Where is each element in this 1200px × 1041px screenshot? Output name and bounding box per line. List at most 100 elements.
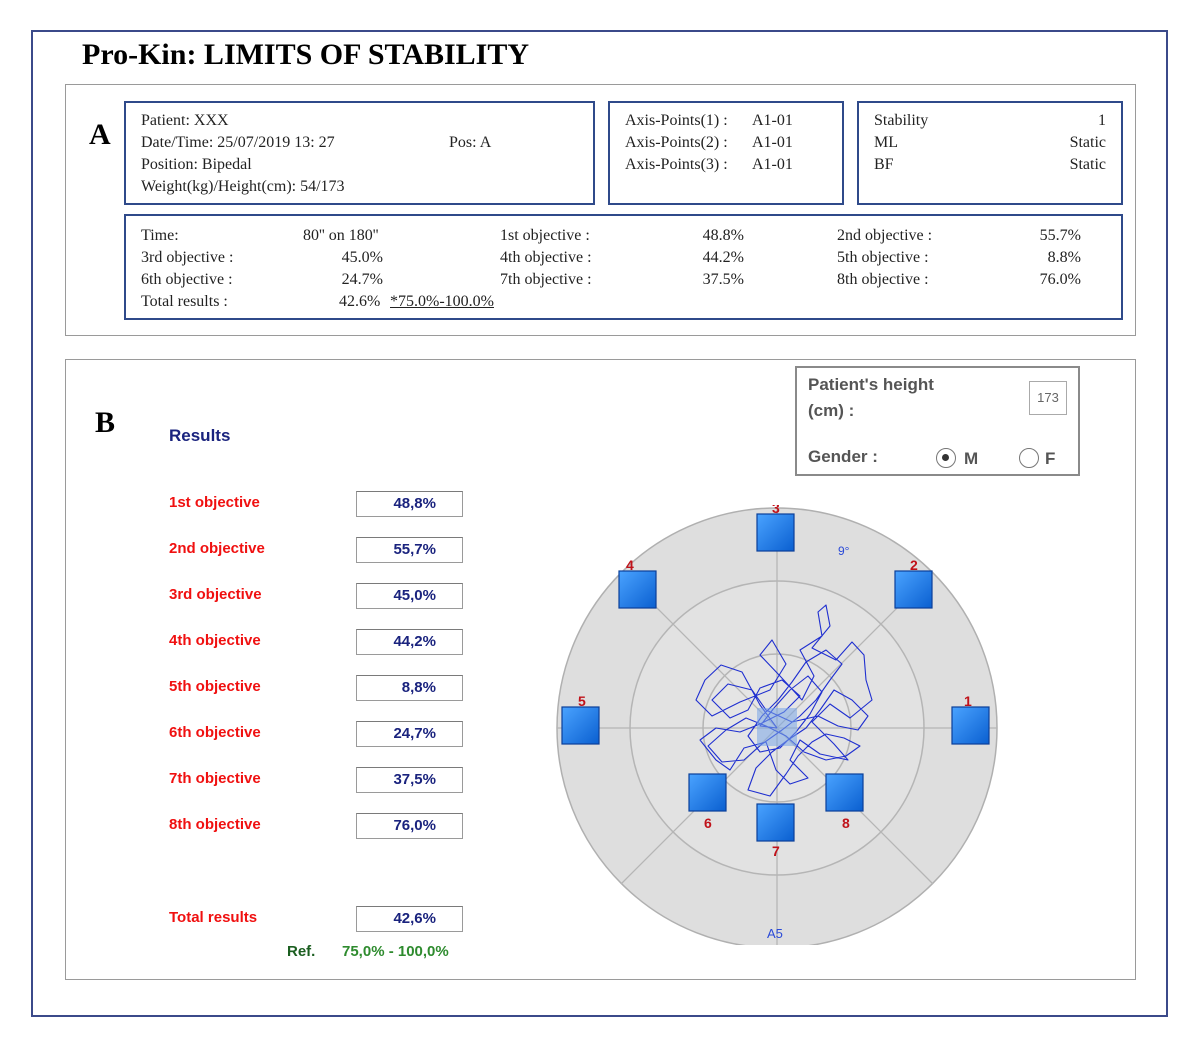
time-label: Time: <box>141 227 179 244</box>
objective-2-label: 2nd objective <box>169 540 265 557</box>
angle-label: 9° <box>838 544 850 558</box>
target-point-label-2: 2 <box>910 557 918 573</box>
height-gender-box: Patient's height (cm) : Gender : M F <box>795 366 1080 476</box>
objective-8-value: 76,0% <box>356 813 463 839</box>
summary-o7-label: 7th objective : <box>500 271 592 288</box>
gender-label: Gender : <box>808 447 878 466</box>
panel-b-letter: B <box>95 406 116 439</box>
objective-7-label: 7th objective <box>169 770 261 787</box>
bf-value: Static <box>1069 156 1106 173</box>
results-title: Results <box>169 426 231 445</box>
stability-box: Stability 1 ML Static BF Static <box>857 101 1123 205</box>
bottom-axis-label: A5 <box>767 926 783 941</box>
total-results-ref: *75.0%-100.0% <box>390 293 494 310</box>
summary-o5-label: 5th objective : <box>837 249 929 266</box>
axis-points-1-label: Axis-Points(1) : <box>625 112 728 129</box>
objective-6-value: 24,7% <box>356 721 463 747</box>
time-value: 80'' on 180'' <box>303 227 379 244</box>
target-point-label-8: 8 <box>842 815 850 831</box>
gender-f-radio[interactable] <box>1019 448 1039 468</box>
ref-value: 75,0% - 100,0% <box>342 943 449 960</box>
summary-o3-label: 3rd objective : <box>141 249 234 266</box>
objective-1-label: 1st objective <box>169 494 260 511</box>
summary-o8-label: 8th objective : <box>837 271 929 288</box>
target-point-2 <box>894 570 933 609</box>
objective-5-label: 5th objective <box>169 678 261 695</box>
sway-trace <box>695 604 873 797</box>
target-point-6 <box>688 773 727 812</box>
gender-f-label: F <box>1045 449 1056 468</box>
page-title: Pro-Kin: LIMITS OF STABILITY <box>82 38 530 71</box>
total-results-b-value: 42,6% <box>356 906 463 932</box>
summary-o2-value: 55.7% <box>1039 227 1081 244</box>
center-marker <box>757 708 797 746</box>
axis-points-box: Axis-Points(1) : A1-01 Axis-Points(2) : … <box>608 101 844 205</box>
axis-points-1-value: A1-01 <box>752 112 793 129</box>
summary-o7-value: 37.5% <box>702 271 744 288</box>
target-point-1 <box>951 706 990 745</box>
patient-pos: Pos: A <box>449 134 492 151</box>
summary-o8-value: 76.0% <box>1039 271 1081 288</box>
ref-label: Ref. <box>287 943 316 960</box>
summary-o5-value: 8.8% <box>1047 249 1081 266</box>
target-point-3 <box>756 513 795 552</box>
objective-4-label: 4th objective <box>169 632 261 649</box>
total-results-label: Total results : <box>141 293 228 310</box>
axis-points-3-label: Axis-Points(3) : <box>625 156 728 173</box>
summary-o2-label: 2nd objective : <box>837 227 933 244</box>
axis-points-3-value: A1-01 <box>752 156 793 173</box>
patient-position: Position: Bipedal <box>141 156 252 173</box>
target-point-7 <box>756 803 795 842</box>
axis-points-2-label: Axis-Points(2) : <box>625 134 728 151</box>
target-points: 1 2 3 4 5 6 7 8 <box>561 505 990 859</box>
summary-o4-value: 44.2% <box>702 249 744 266</box>
height-label: Patient's height <box>808 375 934 394</box>
target-point-5 <box>561 706 600 745</box>
summary-o4-label: 4th objective : <box>500 249 592 266</box>
patient-datetime: Date/Time: 25/07/2019 13: 27 <box>141 134 335 151</box>
summary-box: Time: 80'' on 180'' 1st objective : 48.8… <box>124 214 1123 320</box>
ml-value: Static <box>1069 134 1106 151</box>
target-point-label-4: 4 <box>626 557 634 573</box>
objective-3-value: 45,0% <box>356 583 463 609</box>
stability-label: Stability <box>874 112 929 129</box>
target-point-8 <box>825 773 864 812</box>
summary-o6-value: 24.7% <box>341 271 383 288</box>
target-point-label-7: 7 <box>772 843 780 859</box>
ml-label: ML <box>874 134 898 151</box>
patient-info-box: Patient: XXX Date/Time: 25/07/2019 13: 2… <box>124 101 595 205</box>
target-point-label-5: 5 <box>578 693 586 709</box>
height-unit-label: (cm) : <box>808 401 855 420</box>
objective-6-label: 6th objective <box>169 724 261 741</box>
gender-m-label: M <box>964 449 979 468</box>
radio-selected-dot <box>942 454 949 461</box>
summary-o1-value: 48.8% <box>702 227 744 244</box>
target-point-label-1: 1 <box>964 693 972 709</box>
target-point-label-3: 3 <box>772 505 780 516</box>
summary-o6-label: 6th objective : <box>141 271 233 288</box>
gender-m-radio[interactable] <box>936 448 956 468</box>
objective-7-value: 37,5% <box>356 767 463 793</box>
stability-value: 1 <box>1098 112 1106 129</box>
patient-weight-height: Weight(kg)/Height(cm): 54/173 <box>141 178 345 195</box>
panel-a <box>65 84 1136 336</box>
target-point-label-6: 6 <box>704 815 712 831</box>
summary-o1-label: 1st objective : <box>500 227 590 244</box>
objective-2-value: 55,7% <box>356 537 463 563</box>
bf-label: BF <box>874 156 894 173</box>
panel-a-letter: A <box>89 118 111 151</box>
patient-name: Patient: XXX <box>141 112 229 129</box>
objective-1-value: 48,8% <box>356 491 463 517</box>
objective-8-label: 8th objective <box>169 816 261 833</box>
total-results-value: 42.6% <box>339 293 381 310</box>
objective-4-value: 44,2% <box>356 629 463 655</box>
objective-3-label: 3rd objective <box>169 586 262 603</box>
target-point-4 <box>618 570 657 609</box>
objective-5-value: 8,8% <box>356 675 463 701</box>
axis-points-2-value: A1-01 <box>752 134 793 151</box>
stability-target-plot: 1 2 3 4 5 6 7 8 9° A5 <box>556 505 998 945</box>
summary-o3-value: 45.0% <box>341 249 383 266</box>
total-results-b-label: Total results <box>169 909 258 926</box>
height-input[interactable]: 173 <box>1029 381 1067 415</box>
report-frame <box>31 30 1168 1017</box>
